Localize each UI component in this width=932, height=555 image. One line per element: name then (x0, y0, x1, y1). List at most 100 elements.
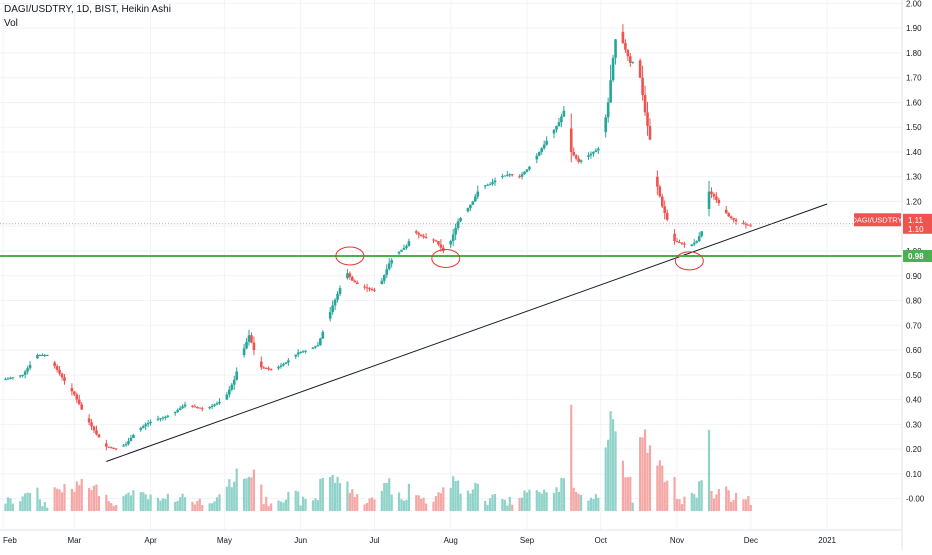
candle-body (562, 110, 566, 117)
candle-body (459, 218, 462, 222)
candle-body (122, 445, 125, 447)
volume-bar (198, 498, 201, 511)
candle-body (336, 293, 339, 300)
candle-body (589, 153, 593, 156)
volume-bar (449, 487, 452, 511)
volume-bar (484, 500, 487, 511)
candle-body (486, 184, 489, 186)
candle-body (277, 366, 280, 369)
candle-body (183, 404, 187, 407)
candle-body (141, 426, 145, 429)
volume-bar (506, 505, 509, 511)
volume-bar (508, 496, 511, 511)
candle-body (129, 437, 133, 442)
candle-body (348, 273, 352, 278)
candle-body (299, 351, 302, 353)
volume-bar (53, 487, 56, 511)
time-tick-label: Jul (369, 536, 379, 545)
volume-bar (6, 497, 10, 511)
volume-bar (695, 497, 698, 511)
candle-body (717, 199, 721, 204)
trend-line (106, 203, 828, 462)
candle-body (611, 57, 615, 81)
candle-body (114, 448, 118, 450)
volume-bar (560, 477, 563, 511)
volume-bar (712, 498, 716, 511)
candle-body (665, 213, 669, 220)
time-tick-label: Jun (294, 536, 307, 545)
candle-body (707, 191, 711, 209)
candle-body (520, 174, 524, 177)
volume-bar (557, 491, 561, 511)
candle-body (41, 355, 44, 357)
volume-bar (639, 437, 642, 511)
volume-bar (336, 476, 339, 511)
volume-bar (466, 490, 470, 511)
candle-body (385, 269, 389, 275)
volume-bar (397, 492, 401, 511)
price-tick-label: 1.30 (906, 173, 922, 182)
candle-body (267, 368, 270, 370)
candle-body (333, 299, 337, 306)
price-tick-label: 0.50 (906, 371, 922, 380)
volume-legend[interactable]: Vol (4, 18, 18, 29)
volume-bar (38, 499, 41, 511)
volume-bar (587, 500, 590, 511)
volume-bar (159, 500, 162, 511)
candle-body (451, 234, 455, 242)
volume-bar (287, 491, 290, 511)
symbol-legend[interactable]: DAGI/USDTRY, 1D, BIST, Heikin Ashi (4, 4, 171, 15)
volume-bar (41, 506, 44, 511)
candle-body (503, 175, 507, 177)
volume-bar (161, 498, 164, 511)
volume-bar (316, 500, 319, 511)
price-tick-label: 2.00 (906, 0, 922, 8)
candle-body (284, 362, 288, 364)
volume-bar (176, 500, 179, 511)
volume-bar (331, 474, 334, 511)
volume-bar (78, 485, 81, 511)
support-level-label: 0.98 (908, 252, 924, 261)
volume-bar (621, 460, 625, 511)
volume-bar (334, 482, 337, 511)
candle-body (58, 369, 61, 374)
candle-body (36, 355, 39, 359)
volume-bar (624, 477, 627, 511)
volume-bar (422, 497, 425, 511)
volume-bar (122, 496, 125, 511)
volume-bar (319, 478, 322, 511)
volume-bar (356, 494, 359, 511)
volume-bar (28, 493, 32, 511)
volume-bar (459, 493, 462, 511)
candle-body (353, 280, 357, 283)
volume-bar (346, 481, 349, 511)
price-tick-label: 1.50 (906, 123, 922, 132)
candle-body (518, 176, 521, 178)
price-tick-label: 1.70 (906, 74, 922, 83)
candle-body (311, 347, 315, 349)
volume-bar (90, 490, 93, 511)
volume-bar (457, 480, 460, 511)
volume-bar (707, 429, 711, 511)
volume-bar (388, 478, 391, 511)
volume-bar (166, 493, 169, 511)
time-axis[interactable]: Feb Mar Apr May Jun Jul Aug Sep Oct Nov Dec 2021 (0, 529, 902, 545)
volume-bar (683, 496, 686, 511)
volume-bar (425, 503, 428, 511)
candle-body (424, 236, 428, 238)
volume-bar (365, 502, 369, 511)
price-axis[interactable]: -0.00 0.10 0.20 0.30 0.40 0.50 0.60 0.70 0.80 0.9… (901, 0, 925, 550)
candle-body (370, 288, 374, 290)
candle-body (105, 443, 108, 447)
candle-body (724, 209, 728, 214)
volume-bar (282, 502, 285, 511)
candle-body (402, 247, 406, 250)
candle-body (127, 441, 130, 445)
candle-body (523, 171, 526, 175)
candle-body (161, 417, 165, 419)
candle-body (301, 351, 305, 353)
price-tick-label: 0.70 (906, 321, 922, 330)
candles (4, 24, 753, 451)
